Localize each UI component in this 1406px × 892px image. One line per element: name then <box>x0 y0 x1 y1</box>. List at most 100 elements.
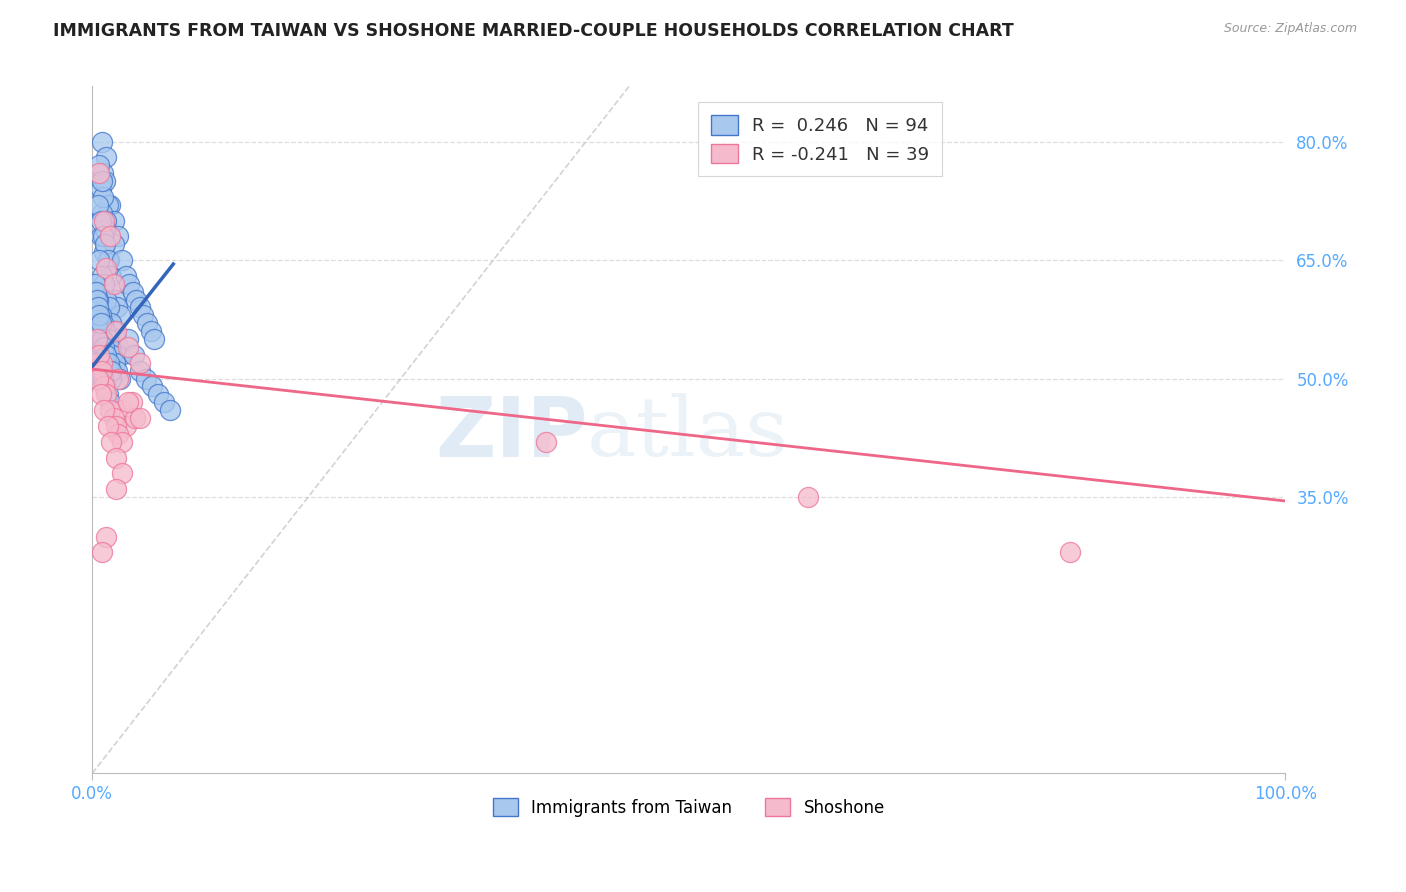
Point <box>87 293 110 307</box>
Point <box>534 434 557 449</box>
Point <box>1059 545 1081 559</box>
Point <box>89 371 111 385</box>
Point <box>93 245 115 260</box>
Point <box>107 371 129 385</box>
Point <box>86 332 108 346</box>
Point <box>96 348 118 362</box>
Point <box>90 545 112 559</box>
Point <box>122 348 145 362</box>
Point <box>93 379 115 393</box>
Point <box>94 221 117 235</box>
Point <box>91 190 114 204</box>
Point <box>97 387 120 401</box>
Point <box>125 293 148 307</box>
Point <box>129 356 152 370</box>
Point <box>87 364 110 378</box>
Point <box>87 301 110 315</box>
Point <box>100 268 122 283</box>
Text: IMMIGRANTS FROM TAIWAN VS SHOSHONE MARRIED-COUPLE HOUSEHOLDS CORRELATION CHART: IMMIGRANTS FROM TAIWAN VS SHOSHONE MARRI… <box>53 22 1014 40</box>
Point <box>117 395 139 409</box>
Point <box>129 411 152 425</box>
Point <box>117 332 139 346</box>
Point <box>97 253 120 268</box>
Point <box>93 348 115 362</box>
Legend: Immigrants from Taiwan, Shoshone: Immigrants from Taiwan, Shoshone <box>486 791 891 823</box>
Point <box>93 213 115 227</box>
Point <box>97 301 120 315</box>
Point <box>89 332 111 346</box>
Point <box>159 403 181 417</box>
Point <box>100 316 122 330</box>
Point <box>114 419 136 434</box>
Point <box>97 364 120 378</box>
Point <box>100 434 122 449</box>
Point <box>89 158 111 172</box>
Point <box>93 277 115 291</box>
Point <box>89 309 111 323</box>
Point <box>83 277 105 291</box>
Point <box>84 356 107 370</box>
Point <box>94 174 117 188</box>
Point <box>87 198 110 212</box>
Point <box>98 403 121 417</box>
Point <box>90 364 112 378</box>
Point <box>96 356 118 370</box>
Point <box>105 364 128 378</box>
Point <box>121 395 143 409</box>
Point <box>121 285 143 299</box>
Point <box>103 411 125 425</box>
Point <box>90 340 112 354</box>
Point <box>94 237 117 252</box>
Point <box>135 371 157 385</box>
Point <box>110 348 132 362</box>
Point <box>107 426 129 441</box>
Point <box>146 387 169 401</box>
Point <box>90 135 112 149</box>
Point <box>101 348 124 362</box>
Point <box>89 387 111 401</box>
Point <box>117 340 139 354</box>
Point <box>87 371 110 385</box>
Point <box>97 356 120 370</box>
Point <box>100 364 122 378</box>
Point <box>90 174 112 188</box>
Point <box>86 293 108 307</box>
Point <box>90 268 112 283</box>
Point <box>111 253 134 268</box>
Point <box>104 356 127 370</box>
Point <box>89 316 111 330</box>
Point <box>103 213 125 227</box>
Point <box>94 379 117 393</box>
Point <box>118 277 141 291</box>
Point <box>105 301 128 315</box>
Point <box>97 419 120 434</box>
Point <box>108 371 131 385</box>
Text: Source: ZipAtlas.com: Source: ZipAtlas.com <box>1223 22 1357 36</box>
Point <box>89 324 111 338</box>
Point <box>96 260 118 275</box>
Point <box>93 340 115 354</box>
Point <box>89 229 111 244</box>
Point <box>105 324 128 338</box>
Point <box>96 213 118 227</box>
Point <box>129 364 152 378</box>
Point <box>97 198 120 212</box>
Point <box>797 490 820 504</box>
Point <box>152 395 174 409</box>
Point <box>136 316 159 330</box>
Point <box>100 371 122 385</box>
Point <box>107 340 129 354</box>
Point <box>104 293 127 307</box>
Point <box>84 285 107 299</box>
Point <box>111 403 134 417</box>
Point <box>143 332 166 346</box>
Point <box>96 387 118 401</box>
Point <box>103 277 125 291</box>
Point <box>124 411 146 425</box>
Point <box>91 316 114 330</box>
Point <box>103 237 125 252</box>
Point <box>98 395 121 409</box>
Point <box>107 229 129 244</box>
Point <box>94 324 117 338</box>
Point <box>90 332 112 346</box>
